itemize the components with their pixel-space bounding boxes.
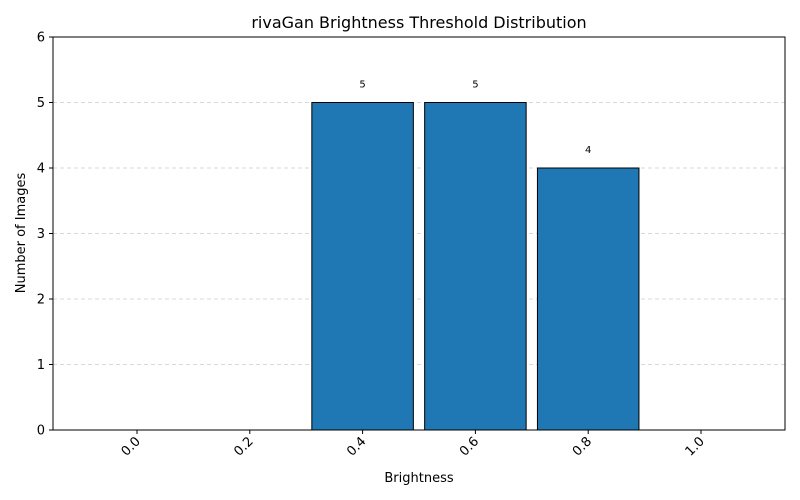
x-tick-label: 1.0 (683, 434, 708, 459)
bar-0.4 (311, 102, 414, 431)
data-labels: 5 5 4 (359, 80, 591, 157)
bar-0.8 (536, 167, 640, 431)
y-tick-label: 4 (37, 162, 45, 177)
y-tick-label: 2 (37, 293, 45, 308)
data-label: 5 (472, 80, 478, 91)
x-tick-label: 0.4 (344, 434, 369, 459)
y-tick-label: 3 (37, 227, 45, 242)
data-label: 5 (359, 80, 365, 91)
bar-0.6 (424, 102, 527, 431)
x-axis-label: Brightness (384, 471, 453, 486)
x-tick-label: 0.2 (231, 434, 256, 459)
chart-title: rivaGan Brightness Threshold Distributio… (251, 13, 586, 32)
x-axis-ticks: 0.0 0.2 0.4 0.6 0.8 1.0 (119, 430, 708, 459)
x-tick-label: 0.6 (457, 434, 482, 459)
y-tick-label: 0 (37, 424, 45, 439)
x-tick-label: 0.0 (119, 434, 144, 459)
gridlines (53, 102, 785, 365)
data-label: 4 (585, 145, 591, 156)
y-tick-label: 6 (37, 31, 45, 46)
y-tick-label: 1 (37, 358, 45, 373)
y-tick-label: 5 (37, 96, 45, 111)
bars (85, 102, 753, 431)
y-axis-ticks: 0 1 2 3 4 5 6 (37, 31, 53, 439)
x-tick-label: 0.8 (570, 434, 595, 459)
y-axis-label: Number of Images (14, 173, 29, 294)
